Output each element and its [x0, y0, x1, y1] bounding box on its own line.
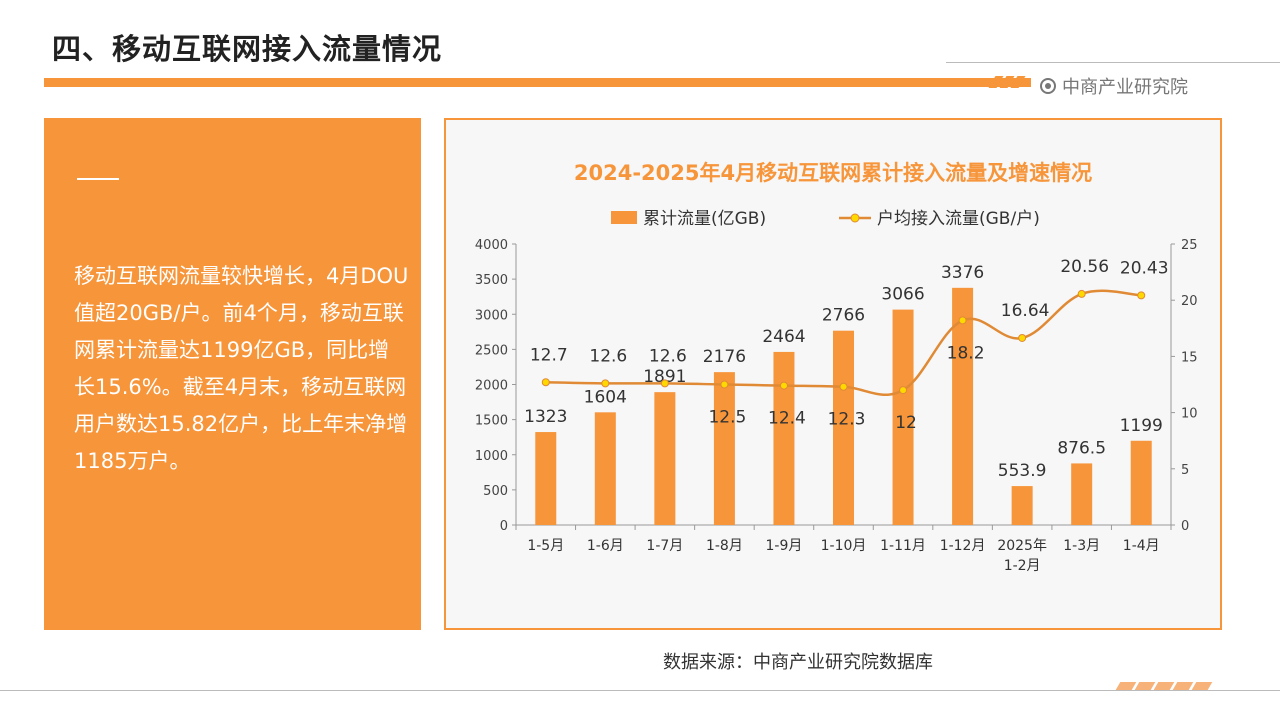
- decorative-slashes: [988, 76, 1026, 88]
- chart-panel: 2024-2025年4月移动互联网累计接入流量及增速情况累计流量(亿GB) 户均接…: [444, 118, 1222, 630]
- x-tick-label: 1-11月: [880, 538, 926, 554]
- bar: [654, 392, 676, 525]
- bar: [1071, 463, 1093, 525]
- footer-slashes: [1115, 682, 1213, 690]
- bar-value-label: 1604: [584, 387, 627, 407]
- y-left-tick-label: 4000: [475, 238, 508, 253]
- line-value-label: 12: [895, 413, 917, 433]
- line-point: [720, 380, 729, 389]
- y-right-tick-label: 10: [1181, 407, 1198, 422]
- legend-bar-label: 累计流量(亿GB): [643, 209, 766, 229]
- y-left-tick-label: 0: [500, 519, 508, 534]
- bar: [773, 351, 795, 525]
- legend-line-marker: [850, 213, 860, 223]
- line-point: [1018, 333, 1027, 342]
- y-left-tick-label: 1500: [475, 414, 508, 429]
- y-left-tick-label: 2500: [475, 343, 508, 358]
- brand-logo-icon: [1040, 78, 1056, 94]
- line-point: [779, 381, 788, 390]
- y-left-tick-label: 500: [483, 484, 508, 499]
- line-point: [1137, 291, 1146, 300]
- line-point: [601, 379, 610, 388]
- x-tick-label: 1-3月: [1063, 538, 1100, 554]
- x-tick-label: 1-5月: [527, 538, 564, 554]
- line-point: [958, 316, 967, 325]
- line-point: [660, 379, 669, 388]
- bar-value-label: 3376: [941, 263, 984, 283]
- bar-value-label: 3066: [881, 285, 924, 305]
- bar-value-label: 2464: [762, 327, 805, 347]
- y-right-tick-label: 0: [1181, 519, 1189, 534]
- bar: [892, 309, 914, 525]
- line-point: [1077, 289, 1086, 298]
- x-tick-label: 1-6月: [587, 538, 624, 554]
- title-accent-bar: [44, 78, 1031, 87]
- title-divider: [946, 62, 1280, 63]
- line-point: [899, 386, 908, 395]
- y-right-tick-label: 20: [1181, 294, 1198, 309]
- bar: [594, 412, 616, 525]
- y-right-tick-label: 25: [1181, 238, 1198, 253]
- bar-value-label: 2176: [703, 347, 746, 367]
- bar: [952, 287, 974, 525]
- x-tick-label: 1-2月: [1004, 558, 1041, 574]
- y-right-tick-label: 15: [1181, 350, 1198, 365]
- x-tick-label: 1-9月: [766, 538, 803, 554]
- line-value-label: 12.6: [589, 346, 627, 366]
- chart-title: 2024-2025年4月移动互联网累计接入流量及增速情况: [574, 161, 1092, 185]
- brand-name: 中商产业研究院: [1062, 77, 1188, 98]
- summary-panel: 移动互联网流量较快增长，4月DOU值超20GB/户。前4个月，移动互联网累计流量…: [44, 118, 421, 630]
- line-value-label: 20.43: [1120, 258, 1169, 278]
- x-tick-label: 1-12月: [940, 538, 986, 554]
- y-left-tick-label: 3000: [475, 308, 508, 323]
- line-point: [541, 378, 550, 387]
- bar-value-label: 2766: [822, 306, 865, 326]
- line-value-label: 16.64: [1001, 301, 1050, 321]
- line-value-label: 12.3: [828, 410, 866, 430]
- legend-line-label: 户均接入流量(GB/户): [877, 209, 1040, 229]
- line-value-label: 12.6: [649, 346, 687, 366]
- line-value-label: 20.56: [1060, 257, 1109, 277]
- x-tick-label: 2025年: [997, 538, 1047, 554]
- bar-value-label: 553.9: [998, 461, 1047, 481]
- line-value-label: 12.5: [708, 408, 746, 428]
- summary-text: 移动互联网流量较快增长，4月DOU值超20GB/户。前4个月，移动互联网累计流量…: [74, 264, 409, 473]
- y-right-tick-label: 5: [1181, 463, 1189, 478]
- line-series: [545, 289, 1142, 396]
- x-tick-label: 1-8月: [706, 538, 743, 554]
- bar: [535, 432, 557, 525]
- y-left-tick-label: 1000: [475, 449, 508, 464]
- summary-dash: [77, 178, 119, 180]
- line-value-label: 18.2: [947, 343, 985, 363]
- bar-value-label: 1199: [1120, 416, 1163, 436]
- brand: 中商产业研究院: [1040, 73, 1188, 99]
- y-left-tick-label: 2000: [475, 379, 508, 394]
- page-title: 四、移动互联网接入流量情况: [52, 32, 443, 66]
- bar: [833, 330, 854, 525]
- x-tick-label: 1-7月: [646, 538, 683, 554]
- footer-divider: [0, 690, 1280, 691]
- bar: [713, 372, 735, 525]
- y-left-tick-label: 3500: [475, 273, 508, 288]
- line-point: [839, 382, 848, 391]
- bar-value-label: 876.5: [1057, 438, 1106, 458]
- line-value-label: 12.7: [530, 345, 568, 365]
- data-source: 数据来源：中商产业研究院数据库: [663, 652, 933, 673]
- bar-value-label: 1323: [524, 407, 567, 427]
- x-tick-label: 1-10月: [821, 538, 867, 554]
- line-value-label: 12.4: [768, 409, 806, 429]
- x-tick-label: 1-4月: [1123, 538, 1160, 554]
- legend-bar-swatch: [611, 211, 637, 224]
- bar: [1130, 440, 1152, 525]
- bar: [1011, 486, 1033, 525]
